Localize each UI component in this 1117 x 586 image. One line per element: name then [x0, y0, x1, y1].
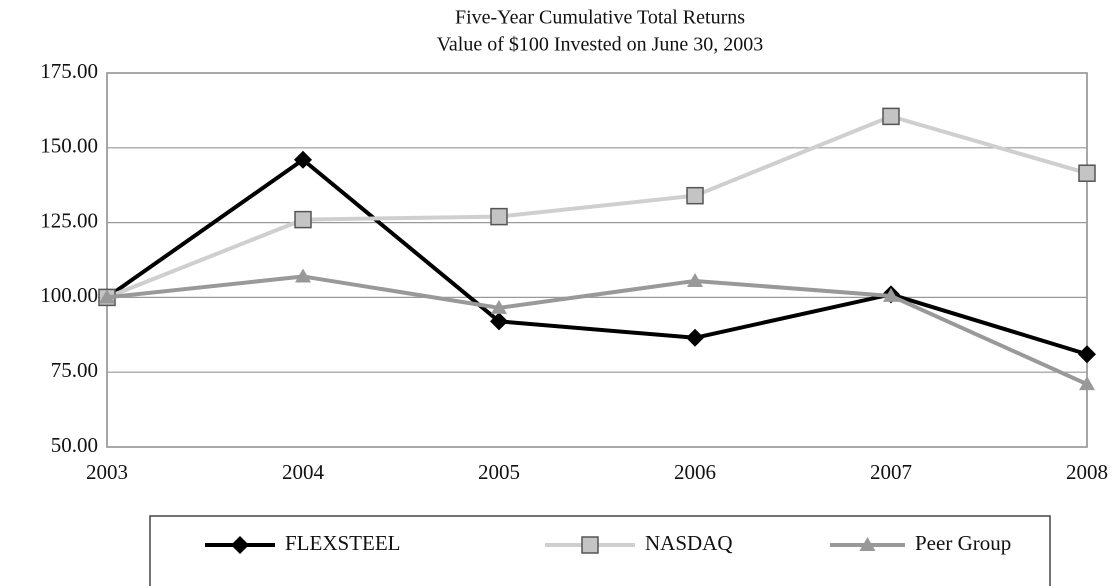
- y-tick-label: 50.00: [51, 433, 98, 457]
- point-marker: [686, 186, 704, 205]
- point-marker: [491, 299, 507, 314]
- legend-marker: [231, 536, 249, 554]
- x-tick-label: 2008: [1066, 460, 1108, 484]
- point-marker: [99, 289, 115, 304]
- legend-label: FLEXSTEEL: [285, 531, 401, 555]
- point-marker: [294, 210, 312, 229]
- point-marker: [882, 107, 900, 126]
- legend-label: Peer Group: [915, 531, 1011, 555]
- point-marker: [883, 287, 899, 302]
- y-tick-label: 75.00: [51, 358, 98, 382]
- series-line: [106, 114, 1088, 300]
- point-marker: [1078, 345, 1096, 364]
- point-marker: [1079, 376, 1095, 391]
- chart-subtitle: Value of $100 Invested on June 30, 2003: [437, 34, 764, 56]
- y-tick-label: 100.00: [40, 283, 98, 307]
- point-marker: [686, 328, 704, 347]
- y-tick-label: 150.00: [40, 134, 98, 158]
- point-marker: [295, 268, 311, 283]
- x-tick-label: 2003: [86, 460, 128, 484]
- chart-title: Five-Year Cumulative Total Returns: [455, 7, 745, 29]
- legend-label: NASDAQ: [645, 531, 733, 555]
- x-tick-label: 2006: [674, 460, 716, 484]
- series-line: [105, 157, 1088, 357]
- legend-marker: [859, 537, 876, 551]
- y-tick-label: 125.00: [40, 208, 98, 232]
- x-tick-label: 2005: [478, 460, 520, 484]
- x-tick-label: 2004: [282, 460, 325, 484]
- point-marker: [490, 312, 508, 331]
- point-marker: [294, 150, 312, 169]
- x-tick-label: 2007: [870, 460, 912, 484]
- series-line: [106, 274, 1088, 386]
- point-marker: [1078, 164, 1096, 182]
- legend-box: [149, 515, 1051, 586]
- point-marker: [687, 272, 703, 287]
- point-marker: [490, 207, 508, 226]
- y-tick-label: 175.00: [40, 59, 98, 83]
- legend-marker: [581, 536, 599, 554]
